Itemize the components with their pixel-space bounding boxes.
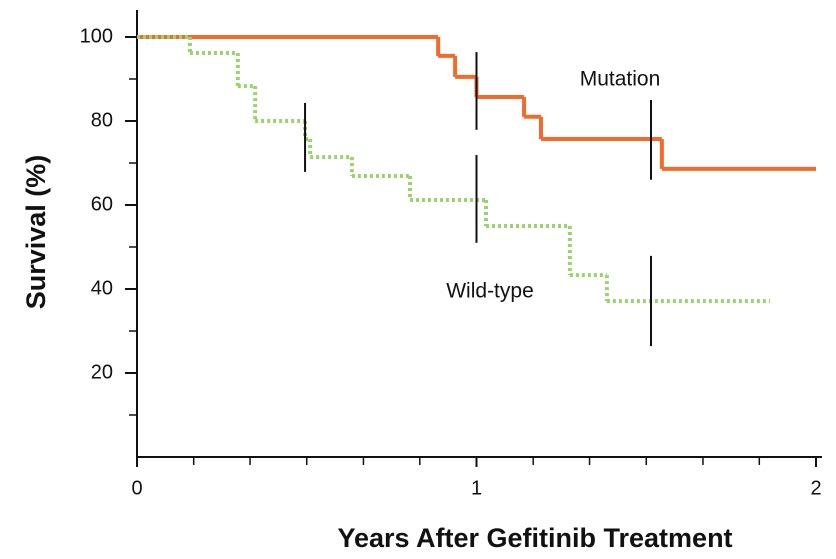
series-label: Mutation [580,68,661,91]
y-tick-label: 60 [91,193,113,215]
x-tick-label: 1 [471,477,482,499]
y-tick-label: 80 [91,109,113,131]
y-axis-title: Survival (%) [21,155,51,310]
y-tick-label: 100 [80,25,113,47]
x-tick-label: 2 [810,477,821,499]
x-axis-title: Years After Gefitinib Treatment [337,523,732,553]
x-tick-label: 0 [131,477,142,499]
series-label: Wild-type [446,280,534,303]
y-tick-label: 20 [91,361,113,383]
y-tick-label: 40 [91,277,113,299]
